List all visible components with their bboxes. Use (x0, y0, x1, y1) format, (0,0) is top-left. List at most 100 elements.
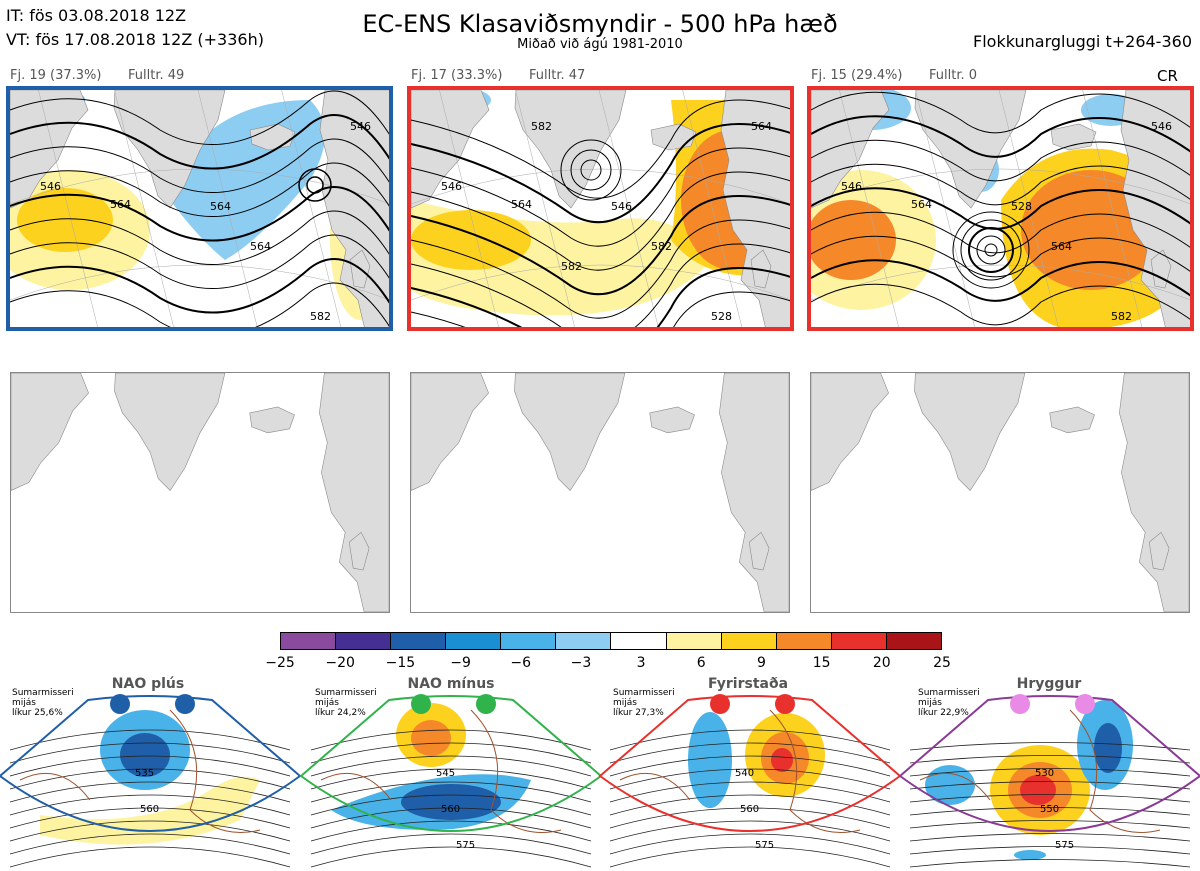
meridian (281, 89, 342, 331)
low-contour (580, 159, 602, 181)
land-canada (410, 89, 490, 209)
contour-line (410, 147, 794, 247)
contour-line (9, 138, 393, 194)
cluster-map-svg: 546 564 582 528 546 564 582 582 (407, 86, 794, 331)
contour-label: 546 (841, 180, 862, 193)
regime-contour (909, 781, 1191, 790)
land-greenland (914, 373, 1026, 491)
cluster-map-svg: 546 564 564 582 528 546 (807, 86, 1194, 331)
colorbar-swatch (886, 633, 941, 649)
regime-contour-label: 575 (1055, 840, 1074, 851)
land-greenland (113, 89, 226, 209)
low-contour (984, 243, 998, 257)
anomaly-max (771, 748, 793, 772)
panel1-fulltr: Fulltr. 49 (128, 68, 185, 83)
contour-label: 582 (651, 240, 672, 253)
regime-info-1-prob: líkur 25,6% (12, 708, 63, 718)
land-iceland (1049, 406, 1095, 434)
contour-line (410, 195, 794, 296)
contour-line (810, 91, 1194, 134)
regime-contour (310, 846, 592, 868)
contour-line (410, 219, 794, 319)
regime-contours (909, 742, 1191, 868)
cluster-map-svg: 546 564 564 582 564 546 (6, 86, 393, 331)
colorbar-tick-label: 20 (872, 655, 891, 671)
contour-line (810, 163, 1194, 206)
meridian (38, 89, 99, 331)
contour-line (9, 282, 393, 331)
regime-contour-label: 560 (140, 804, 159, 815)
valid-time: VT: fös 17.08.2018 12Z (+336h) (6, 30, 264, 49)
regime-contours (310, 729, 592, 868)
contour-line (410, 267, 794, 331)
land (410, 89, 792, 331)
colorbar-tick-label: −25 (265, 655, 295, 671)
regime-info-3: Sumarmisseri mijás líkur 27,3% (613, 688, 675, 718)
land-iceland (649, 406, 695, 434)
colorbar-swatch (776, 633, 832, 649)
regime-dot-right (476, 694, 496, 714)
land (9, 89, 391, 331)
regime-maps: 535 560 545 560 575 540 560 575 530 550 575 (0, 694, 1200, 868)
regime-info-4-method: mijás (918, 698, 942, 708)
cluster-window: Flokkunargluggi t+264-360 (973, 32, 1192, 51)
contour-line (810, 235, 1194, 278)
regime-contour (9, 781, 291, 803)
land-canada (9, 89, 89, 209)
land-canada (810, 89, 890, 209)
regime-contour (909, 820, 1191, 829)
regime-contour (909, 807, 1191, 816)
colorbar-tick-label: −15 (385, 655, 416, 671)
anomaly-negative-strong (120, 733, 170, 777)
land-europe (1119, 373, 1189, 612)
land-europe (319, 373, 389, 612)
anomaly-negative-strong (1094, 723, 1122, 773)
contour-label: 564 (511, 198, 532, 211)
panel1-label: Fj. 19 (37.3%) (10, 68, 102, 83)
regime-contour-label: 550 (1040, 804, 1059, 815)
colorbar-swatch (501, 633, 557, 649)
contour-line (410, 123, 794, 224)
colorbar-swatch (556, 633, 612, 649)
anomaly-positive (40, 776, 260, 845)
empty-map-1 (10, 372, 390, 613)
regime-contour-label: 575 (755, 840, 774, 851)
coastline-america (19, 772, 91, 801)
meridian (515, 89, 576, 331)
colorbar-tick-label: −9 (450, 655, 471, 671)
coastline-europe (769, 709, 861, 833)
land-greenland (114, 373, 226, 491)
regime-contour (310, 794, 592, 816)
regime-contour (609, 768, 891, 790)
regime-contour (609, 781, 891, 803)
regime-contour (310, 755, 592, 777)
regime-name-ridge: Hryggur (1016, 676, 1082, 692)
low-contour (952, 211, 1030, 289)
contour-line (9, 90, 393, 146)
meridian (114, 89, 175, 331)
regime-contour (9, 846, 291, 868)
regime-info-2: Sumarmisseri mijás líkur 24,2% (315, 688, 377, 718)
contour-line (9, 186, 393, 242)
regime-contour (609, 820, 891, 842)
colorbar-swatch (336, 633, 392, 649)
height-contours (810, 91, 1194, 326)
regime-info-1-season: Sumarmisseri (12, 688, 74, 698)
regime-contour (609, 755, 891, 777)
regime-info-4: Sumarmisseri mijás líkur 22,9% (918, 688, 980, 718)
graticule (810, 89, 1192, 331)
empty-map-svg (811, 373, 1189, 612)
colorbar-swatch (391, 633, 447, 649)
contour-label: 564 (1051, 240, 1072, 253)
regime-dot-right (775, 694, 795, 714)
colorbar-tick-label: −6 (510, 655, 532, 671)
regime-contour (609, 833, 891, 855)
low-contour (570, 149, 612, 191)
contour-label: 528 (711, 310, 732, 323)
regime-contour (9, 794, 291, 816)
regime-contour (9, 833, 291, 855)
contour-line (810, 187, 1194, 230)
regime-contour-label: 530 (1035, 768, 1054, 779)
height-contours (9, 90, 393, 331)
regime-contour (310, 742, 592, 764)
